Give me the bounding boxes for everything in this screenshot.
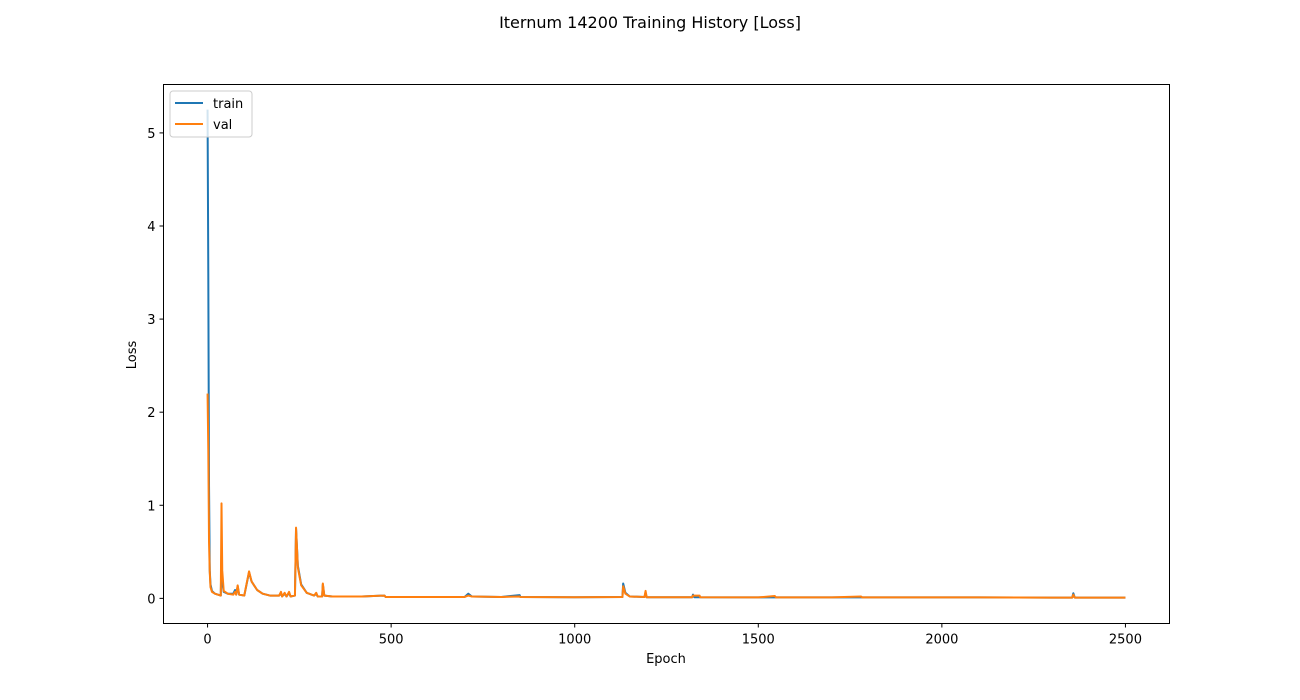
y-tick-label: 2 <box>147 406 155 421</box>
y-tick-label: 1 <box>147 499 155 514</box>
series-line-train <box>206 109 1126 599</box>
y-axis-ticks: 0 1 2 3 4 5 <box>147 127 164 607</box>
x-tick-label: 2500 <box>1109 633 1142 648</box>
plot-frame <box>163 84 1170 624</box>
y-tick-label: 5 <box>147 127 155 142</box>
x-axis-label: Epoch <box>646 652 686 667</box>
y-tick-label: 3 <box>147 313 155 328</box>
x-tick-label: 1500 <box>742 633 775 648</box>
x-tick-label: 0 <box>203 633 211 648</box>
x-axis-ticks: 0 500 1000 1500 2000 2500 <box>203 623 1142 648</box>
series-line-val <box>206 393 1126 599</box>
series-layer <box>206 109 1126 599</box>
x-tick-label: 1000 <box>558 633 591 648</box>
legend: train val <box>169 90 253 138</box>
y-tick-label: 4 <box>147 220 155 235</box>
chart-title: Iternum 14200 Training History [Loss] <box>499 13 801 32</box>
x-tick-label: 500 <box>379 633 404 648</box>
legend-label-train: train <box>213 97 243 112</box>
x-tick-label: 2000 <box>925 633 958 648</box>
y-axis-label: Loss <box>125 341 140 370</box>
y-tick-label: 0 <box>147 592 155 607</box>
plot-area: 0 500 1000 1500 2000 2500 0 1 2 3 4 5 <box>147 84 1170 648</box>
legend-label-val: val <box>213 118 232 133</box>
